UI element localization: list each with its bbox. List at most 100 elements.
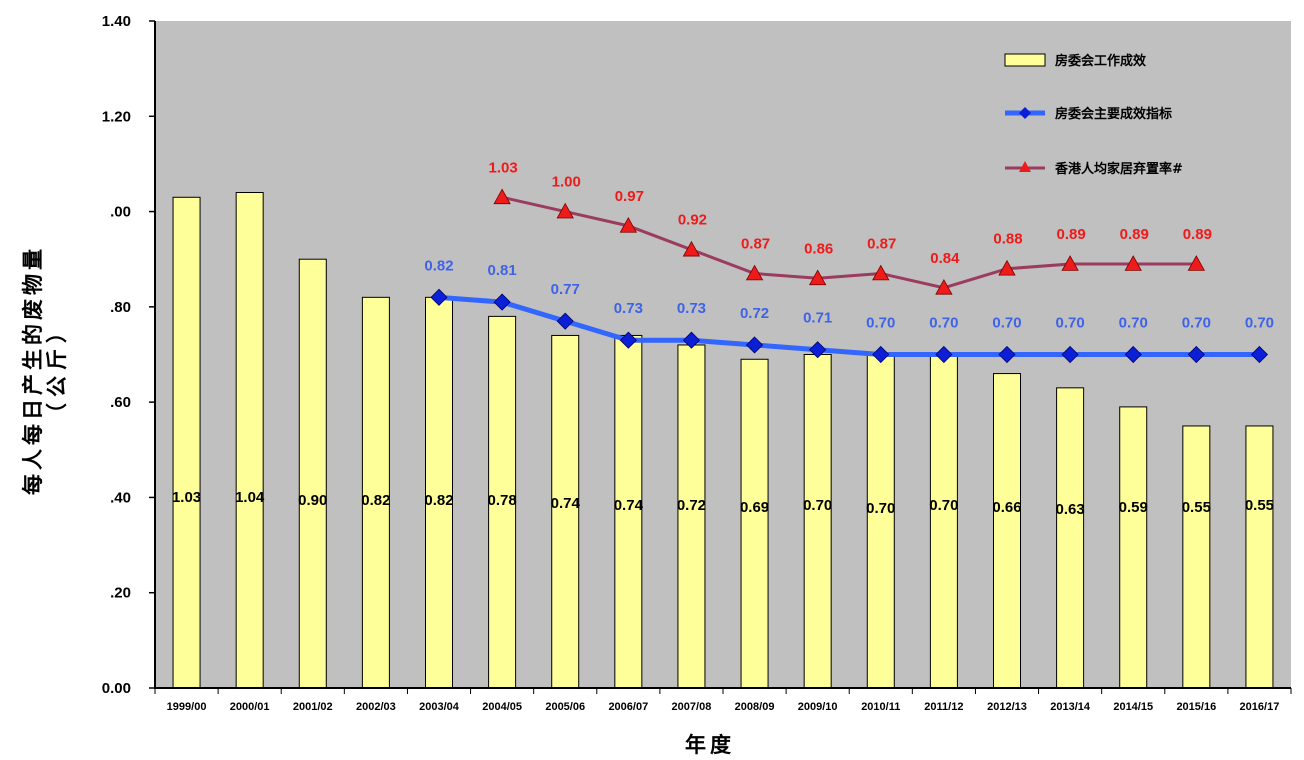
legend-swatch-bar (1004, 53, 1046, 67)
bar (1056, 387, 1085, 689)
bar (993, 373, 1021, 689)
kpi-point-label: 0.70 (1119, 315, 1148, 332)
bar-label: 0.63 (1056, 501, 1085, 518)
kpi-point (682, 331, 701, 349)
bar (1245, 425, 1274, 689)
y-tick-label: .60 (110, 394, 131, 411)
x-tick-label: 2012/13 (987, 701, 1027, 713)
bar-label: 1.04 (235, 489, 265, 506)
kpi-point (556, 312, 574, 330)
hk-point (1061, 255, 1079, 271)
hk-line-series: 1.03 1.00 0.97 0.92 0.87 0.86 0.87 0.84 0.88 0.89… (489, 159, 1212, 295)
hk-point (493, 188, 511, 205)
bar-label: 0.82 (361, 492, 390, 509)
bar-label: 0.90 (298, 492, 327, 509)
hk-point-label: 0.89 (1057, 226, 1086, 243)
bar-label: 0.70 (803, 497, 832, 514)
x-tick-label: 2016/17 (1240, 701, 1280, 713)
kpi-point-label: 0.73 (677, 300, 706, 317)
hk-point (872, 264, 890, 281)
kpi-point-label: 0.70 (1182, 315, 1211, 332)
hk-point-label: 0.87 (741, 236, 770, 253)
kpi-line-path (438, 294, 1260, 357)
bar (1119, 406, 1148, 689)
x-tick-label: 2003/04 (419, 701, 460, 713)
bar-label: 1.03 (172, 489, 201, 506)
kpi-point (998, 345, 1016, 364)
x-axis: 1999/00 2000/01 2001/02 2002/03 2003/04 2004/… (154, 687, 1292, 713)
x-tick-label: 2004/05 (482, 701, 522, 713)
y-axis: 0.00 .20 .40 .60 .80 .00 1.20 1.40 (102, 13, 156, 697)
bar-label: 0.72 (677, 497, 706, 514)
hk-point (935, 278, 953, 295)
kpi-point-label: 0.70 (866, 315, 895, 332)
legend-label-hk: 香港人均家居弃置率# (1054, 161, 1183, 177)
bar-label: 0.74 (551, 495, 581, 512)
x-tick-label: 2011/12 (924, 701, 963, 713)
x-tick-label: 2009/10 (798, 701, 838, 713)
hk-point (1187, 255, 1206, 271)
bar (929, 354, 958, 689)
bar (235, 192, 264, 689)
y-tick-label: .80 (110, 299, 131, 316)
kpi-line-series: 0.82 0.81 0.77 0.73 0.73 0.72 0.71 0.70 0.70 0.70… (424, 257, 1274, 364)
x-tick-label: 2013/14 (1050, 701, 1091, 713)
kpi-point-label: 0.70 (1056, 315, 1085, 332)
kpi-point (1124, 345, 1142, 364)
kpi-point-label: 0.70 (1245, 315, 1274, 332)
x-tick-label: 2010/11 (861, 701, 900, 713)
hk-point (556, 202, 574, 219)
kpi-point-label: 0.77 (551, 281, 580, 298)
bar-label: 0.82 (424, 492, 453, 509)
legend-swatch-kpi-marker (1019, 107, 1031, 119)
kpi-point (619, 331, 637, 349)
x-tick-label: 2006/07 (608, 701, 648, 713)
kpi-point (1061, 345, 1079, 364)
hk-point (808, 269, 827, 286)
bar-label: 0.55 (1245, 497, 1274, 514)
x-tick-label: 2001/02 (293, 701, 333, 713)
bar-label: 0.69 (740, 499, 769, 516)
bar-label: 0.78 (488, 492, 517, 509)
hk-point-label: 0.84 (930, 250, 960, 267)
y-tick-label: .40 (110, 489, 131, 506)
kpi-point (1250, 345, 1269, 364)
kpi-point (745, 336, 764, 354)
hk-point-label: 0.89 (1183, 226, 1212, 243)
hk-point-label: 1.00 (552, 174, 581, 191)
y-axis-title-group: 每人每日产生的废物量 （公斤） (21, 245, 69, 495)
y-tick-label: 1.40 (102, 13, 131, 30)
x-tick-label: 2014/15 (1113, 701, 1153, 713)
bar (361, 296, 390, 689)
bar-series: 1.03 1.04 0.90 0.82 0.82 0.78 0.74 0.74 0.72 0.69… (172, 192, 1274, 689)
bar (803, 354, 832, 689)
kpi-point-label: 0.72 (740, 305, 769, 322)
kpi-point (872, 345, 890, 364)
bar (1182, 425, 1211, 689)
kpi-point-label: 0.81 (488, 262, 517, 279)
bar-label: 0.66 (992, 499, 1021, 516)
bar-label: 0.55 (1182, 499, 1211, 516)
hk-line-path (501, 195, 1197, 290)
hk-point-label: 0.92 (678, 212, 707, 229)
x-tick-label: 2008/09 (735, 701, 775, 713)
kpi-point-label: 0.70 (992, 315, 1021, 332)
bar (614, 334, 643, 689)
kpi-point (493, 293, 511, 311)
bar-label: 0.70 (866, 500, 895, 517)
bar (677, 344, 706, 689)
hk-point (745, 264, 764, 281)
hk-point (998, 259, 1016, 276)
bar (866, 354, 895, 689)
x-tick-label: 1999/00 (167, 701, 207, 713)
hk-point (682, 240, 701, 257)
kpi-point-label: 0.73 (614, 300, 643, 317)
bar-label: 0.74 (614, 497, 644, 514)
bar-label: 0.70 (929, 497, 958, 514)
bar (551, 334, 580, 689)
hk-point-label: 0.88 (993, 231, 1022, 248)
y-axis-unit: （公斤） (45, 316, 69, 424)
kpi-point (935, 345, 953, 364)
kpi-point (1187, 345, 1205, 364)
hk-point-label: 0.87 (867, 236, 896, 253)
